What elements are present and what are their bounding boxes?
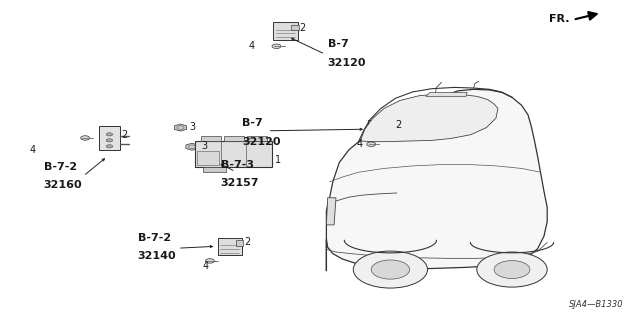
Polygon shape — [174, 124, 187, 131]
Text: B-7-3: B-7-3 — [221, 160, 254, 170]
Circle shape — [477, 252, 547, 287]
Circle shape — [81, 136, 90, 140]
Circle shape — [367, 142, 376, 146]
Circle shape — [106, 133, 113, 136]
Circle shape — [106, 145, 113, 148]
Text: 4: 4 — [203, 261, 209, 271]
Text: FR.: FR. — [549, 14, 570, 24]
Bar — [368, 120, 394, 137]
Polygon shape — [186, 143, 198, 150]
Text: 4: 4 — [29, 145, 35, 155]
Polygon shape — [326, 89, 547, 271]
Circle shape — [272, 44, 281, 48]
Circle shape — [494, 261, 530, 278]
Circle shape — [353, 251, 428, 288]
Bar — [218, 238, 242, 255]
Bar — [195, 141, 272, 167]
Bar — [291, 25, 299, 30]
Text: B-7: B-7 — [242, 118, 262, 128]
Text: 2: 2 — [396, 120, 402, 130]
Polygon shape — [326, 198, 336, 225]
Text: 32120: 32120 — [328, 58, 366, 68]
Bar — [202, 137, 221, 141]
Bar — [225, 137, 244, 141]
Bar — [248, 137, 267, 141]
Text: 1: 1 — [275, 155, 282, 166]
Bar — [99, 126, 120, 150]
Text: 32120: 32120 — [242, 137, 280, 146]
Text: 4: 4 — [248, 41, 255, 51]
Text: 2: 2 — [244, 237, 251, 248]
Bar — [387, 122, 395, 128]
Circle shape — [205, 259, 214, 263]
Text: B-7-2: B-7-2 — [138, 233, 171, 243]
Text: 3: 3 — [201, 141, 207, 152]
Bar — [197, 151, 219, 165]
Text: B-7: B-7 — [328, 40, 348, 49]
Text: 32160: 32160 — [44, 180, 82, 190]
Text: 2: 2 — [122, 130, 128, 140]
Text: 3: 3 — [189, 122, 196, 132]
Circle shape — [106, 139, 113, 142]
Bar — [236, 240, 243, 246]
Bar — [273, 22, 298, 40]
Circle shape — [371, 260, 410, 279]
Bar — [203, 167, 226, 172]
Text: B-7-2: B-7-2 — [44, 162, 77, 172]
Text: SJA4—B1330: SJA4—B1330 — [570, 300, 624, 309]
Text: 4: 4 — [356, 139, 362, 149]
Text: 2: 2 — [300, 23, 306, 33]
Text: 32140: 32140 — [138, 251, 176, 261]
Text: 32157: 32157 — [221, 178, 259, 188]
Polygon shape — [360, 94, 498, 142]
Polygon shape — [426, 93, 467, 96]
